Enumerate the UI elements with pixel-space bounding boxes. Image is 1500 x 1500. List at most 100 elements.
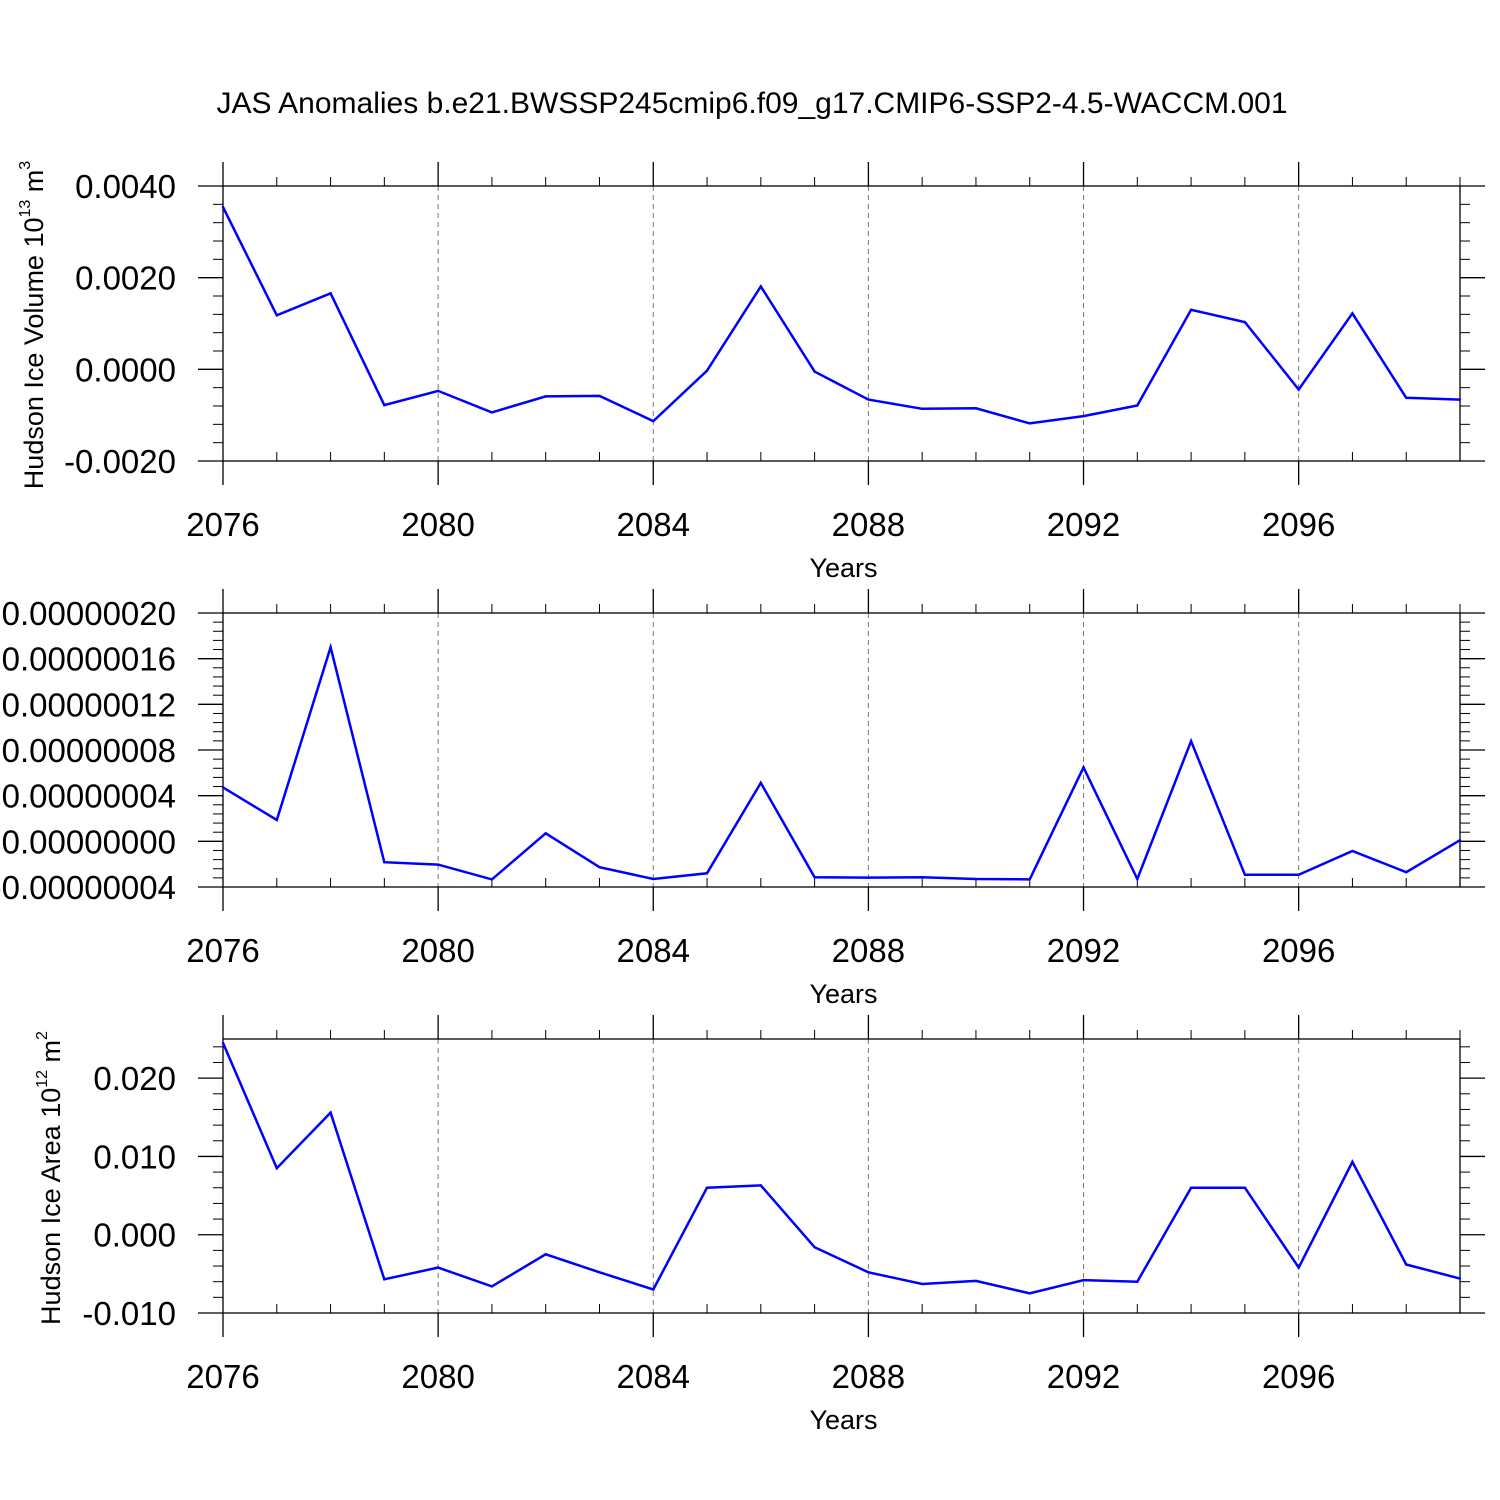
ice-area-data-point — [705, 1186, 709, 1189]
ice-volume-data-point — [598, 394, 601, 398]
middle-series-data-point — [705, 872, 709, 875]
ice-volume-series-line — [221, 206, 1461, 425]
middle-series-ytick-label: 0.00000000 — [2, 823, 176, 860]
ice-area-data-point — [759, 1184, 763, 1187]
ice-area-data-point — [1351, 1160, 1354, 1164]
middle-series-data-point — [759, 781, 763, 785]
ice-area-data-point — [867, 1271, 870, 1274]
ice-area-data-point — [1405, 1263, 1408, 1266]
ice-area-xtick-label: 2088 — [832, 1358, 905, 1395]
ice-volume-data-point — [436, 389, 440, 393]
ice-volume-plot-frame — [222, 185, 1461, 462]
ice-volume-data-point — [759, 285, 763, 288]
ice-volume-data-point — [1297, 388, 1300, 391]
ice-area-ytick-label: -0.010 — [82, 1295, 176, 1332]
panel-ice-area: Hudson Ice Area 1012 m2 2076 2080 2084 2088… — [34, 1015, 1485, 1435]
middle-series-data-point — [1243, 873, 1247, 876]
ice-area-data-point — [221, 1041, 225, 1045]
ice-volume-data-point — [383, 403, 386, 407]
ice-volume-data-point — [705, 369, 709, 372]
ice-area-data-point — [275, 1166, 278, 1170]
ice-volume-ytick-label: 0.0020 — [75, 260, 176, 297]
panel-ice-area-ylabel: Hudson Ice Area 1012 m2 — [34, 1031, 66, 1325]
middle-series-data-point — [1351, 849, 1354, 853]
middle-series-data-point — [867, 876, 870, 879]
middle-series-data-point — [275, 818, 278, 822]
middle-series-data-point — [1028, 878, 1031, 881]
ice-area-xtick-label: 2080 — [401, 1358, 474, 1395]
panel-ice-volume-ylabel: Hudson Ice Volume 1013 m3 — [17, 161, 49, 489]
middle-series-data-point — [1082, 766, 1085, 769]
chart-title: JAS Anomalies b.e21.BWSSP245cmip6.f09_g1… — [216, 87, 1287, 120]
middle-series-data-point — [652, 877, 655, 881]
middle-series-data-point — [329, 646, 332, 649]
middle-series-data-point — [813, 876, 816, 879]
ice-volume-xtick-label: 2080 — [401, 506, 474, 543]
ice-volume-xtick-label: 2088 — [832, 506, 905, 543]
middle-series-data-point — [1458, 838, 1462, 842]
ice-volume-data-point — [1405, 396, 1408, 399]
middle-series-ytick-label: 0.00000012 — [2, 686, 176, 723]
middle-series-data-point — [920, 876, 924, 879]
middle-series-data-point — [1136, 877, 1139, 881]
ice-volume-data-point — [974, 407, 978, 410]
ice-volume-data-point — [1136, 404, 1139, 407]
ice-area-data-point — [1189, 1186, 1193, 1189]
middle-series-xtick-label: 2092 — [1047, 932, 1120, 969]
middle-series-xtick-label: 2084 — [617, 932, 690, 969]
ice-area-data-point — [329, 1111, 332, 1114]
middle-series-ytick-label: 0.00000008 — [2, 732, 176, 769]
ice-area-plot-frame — [222, 1038, 1461, 1314]
ice-volume-data-point — [1189, 308, 1193, 311]
ice-volume-xlabel: Years — [809, 553, 877, 583]
ice-volume-data-point — [329, 292, 332, 295]
ice-area-data-point — [1297, 1266, 1300, 1269]
ice-volume-data-point — [813, 370, 816, 373]
ice-area-data-point — [436, 1266, 440, 1269]
middle-series-data-point — [436, 863, 440, 866]
ice-volume-data-point — [652, 419, 655, 423]
middle-series-xtick-label: 2088 — [832, 932, 905, 969]
middle-series-plot-frame — [222, 612, 1461, 888]
middle-series-ytick-label: -0.00000004 — [0, 869, 176, 906]
ice-area-ytick-label: 0.020 — [93, 1060, 176, 1097]
middle-series-data-point — [544, 832, 547, 835]
ice-volume-data-point — [1028, 422, 1031, 425]
ice-volume-data-point — [867, 398, 870, 401]
ice-area-data-point — [1458, 1277, 1462, 1280]
middle-series-ytick-label: 0.00000004 — [2, 778, 176, 815]
middle-series-data-point — [221, 786, 225, 789]
ice-area-ytick-label: 0.010 — [93, 1138, 176, 1175]
ice-area-xtick-label: 2076 — [186, 1358, 259, 1395]
middle-series-xtick-label: 2076 — [186, 932, 259, 969]
ice-volume-ytick-label: -0.0020 — [64, 443, 176, 480]
ice-area-data-point — [652, 1288, 655, 1291]
middle-series-data-point — [1297, 873, 1300, 876]
ice-area-data-point — [383, 1278, 386, 1281]
ice-volume-data-point — [1458, 398, 1462, 401]
ice-volume-data-point — [490, 411, 494, 414]
ice-area-ytick-label: 0.000 — [93, 1217, 176, 1254]
ice-volume-data-point — [544, 395, 547, 398]
middle-series-data-point — [598, 866, 601, 869]
ice-volume-xtick-label: 2092 — [1047, 506, 1120, 543]
middle-series-xtick-label: 2080 — [401, 932, 474, 969]
middle-series-data-point — [383, 861, 386, 864]
ice-volume-data-point — [1082, 414, 1085, 418]
ice-volume-ytick-label: 0.0000 — [75, 351, 176, 388]
ice-area-data-point — [1028, 1292, 1031, 1295]
middle-series-xlabel: Years — [809, 979, 877, 1009]
middle-series-series-line — [222, 642, 1461, 883]
ice-volume-xtick-label: 2076 — [186, 506, 259, 543]
middle-series-data-point — [974, 877, 978, 881]
ice-area-data-point — [1136, 1280, 1139, 1283]
middle-series-data-point — [1405, 870, 1408, 874]
middle-series-ytick-label: 0.00000020 — [2, 595, 176, 632]
middle-series-ytick-label: 0.00000016 — [2, 641, 176, 678]
ice-area-data-point — [1082, 1278, 1085, 1282]
ice-volume-data-point — [1351, 312, 1354, 315]
ice-area-data-point — [544, 1253, 547, 1256]
ice-volume-xtick-label: 2084 — [617, 506, 690, 543]
ice-volume-data-point — [275, 314, 278, 317]
